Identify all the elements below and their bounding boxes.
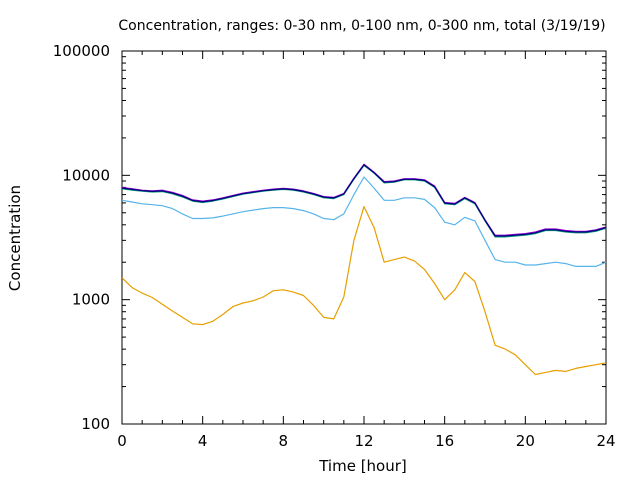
x-tick-label: 12 xyxy=(354,432,373,450)
plot-frame xyxy=(121,50,607,425)
axis-ticks xyxy=(121,50,607,425)
x-tick-labels: 0 4 8 12 16 20 24 xyxy=(117,432,615,450)
series-line-5 xyxy=(122,164,606,237)
x-tick-label: 0 xyxy=(117,432,127,450)
series-lines xyxy=(122,163,606,376)
x-tick-label: 4 xyxy=(198,432,208,450)
series-line-1 xyxy=(122,206,606,376)
series-line-2 xyxy=(122,176,606,267)
x-tick-label: 24 xyxy=(596,432,615,450)
y-tick-label: 100000 xyxy=(53,42,110,60)
y-tick-label: 10000 xyxy=(62,166,110,184)
x-tick-label: 16 xyxy=(435,432,454,450)
x-tick-label: 20 xyxy=(516,432,535,450)
x-tick-label: 8 xyxy=(279,432,289,450)
x-axis-label: Time [hour] xyxy=(318,457,407,475)
chart-title: Concentration, ranges: 0-30 nm, 0-100 nm… xyxy=(118,18,605,34)
y-tick-label: 100 xyxy=(81,415,110,433)
y-tick-label: 1000 xyxy=(72,291,110,309)
series-line-4 xyxy=(122,163,606,236)
y-axis-label: Concentration xyxy=(6,185,24,291)
y-tick-labels: 100 1000 10000 100000 xyxy=(53,42,110,433)
